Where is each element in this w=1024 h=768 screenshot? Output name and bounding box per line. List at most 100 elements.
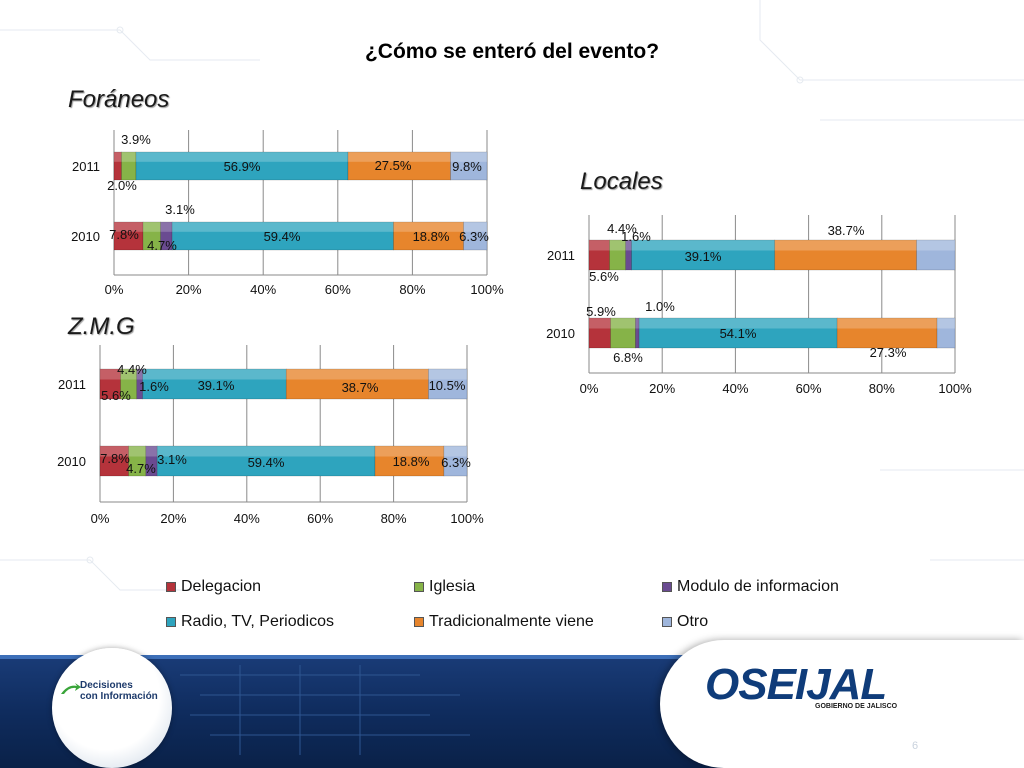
x-tick-label: 40% bbox=[234, 511, 260, 526]
page-title: ¿Cómo se enteró del evento? bbox=[364, 40, 660, 63]
data-label: 3.1% bbox=[157, 452, 187, 467]
legend-item-iglesia: Iglesia bbox=[414, 578, 475, 596]
bar-highlight bbox=[837, 318, 938, 329]
x-tick-label: 60% bbox=[325, 282, 351, 297]
data-label: 1.6% bbox=[621, 229, 651, 244]
data-label: 18.8% bbox=[413, 229, 450, 244]
bar-segment bbox=[347, 151, 451, 181]
x-tick-label: 60% bbox=[307, 511, 333, 526]
bar-highlight bbox=[114, 152, 122, 162]
chart-2: 0% 20% 40% 60% 80% 100% 2011 2010 bbox=[57, 345, 484, 526]
data-label: 38.7% bbox=[828, 223, 865, 238]
bar-segment bbox=[463, 221, 488, 251]
x-tick-label: 40% bbox=[250, 282, 276, 297]
legend-item-radio: Radio, TV, Periodicos bbox=[166, 613, 334, 631]
bar-highlight bbox=[443, 446, 467, 457]
bar-highlight bbox=[639, 318, 838, 329]
x-tick-label: 60% bbox=[796, 381, 822, 396]
bar-highlight bbox=[625, 240, 632, 251]
data-label: 4.4% bbox=[117, 362, 147, 377]
bar-highlight bbox=[374, 446, 444, 457]
data-label: 27.3% bbox=[870, 345, 907, 360]
bar-highlight bbox=[609, 240, 626, 251]
bar-highlight bbox=[120, 369, 137, 380]
legend-label: Delegacion bbox=[181, 578, 262, 595]
bar-highlight bbox=[100, 369, 121, 380]
bar-segment bbox=[142, 368, 287, 400]
bar-segment bbox=[128, 445, 147, 477]
legend-item-delegacion: Delegacion bbox=[166, 578, 261, 596]
bar-segment bbox=[610, 317, 636, 349]
x-tick-label: 20% bbox=[160, 511, 186, 526]
bar-highlight bbox=[172, 222, 394, 232]
data-label: 5.9% bbox=[586, 304, 616, 319]
x-tick-label: 40% bbox=[722, 381, 748, 396]
bar-highlight bbox=[631, 240, 775, 251]
category-label: 2010 bbox=[57, 454, 86, 469]
seijal-logo-panel bbox=[660, 640, 1024, 768]
legend-swatch-tradicional bbox=[414, 617, 424, 627]
category-label: 2011 bbox=[547, 248, 575, 263]
category-label: 2011 bbox=[72, 159, 100, 174]
data-label: 39.1% bbox=[198, 378, 235, 393]
data-label: 4.7% bbox=[147, 238, 177, 253]
decisiones-logo-text: Decisiones con Información bbox=[80, 680, 158, 702]
bar-highlight bbox=[610, 318, 636, 329]
x-tick-label: 0% bbox=[105, 282, 124, 297]
legend-label: Otro bbox=[677, 613, 709, 630]
bar-segment bbox=[135, 151, 349, 181]
bar-highlight bbox=[589, 240, 610, 251]
data-label: 3.1% bbox=[165, 202, 195, 217]
bar-segment bbox=[774, 239, 917, 271]
bar-highlight bbox=[450, 152, 487, 162]
bar-highlight bbox=[100, 446, 129, 457]
data-label: 1.0% bbox=[645, 299, 675, 314]
bar-highlight bbox=[143, 222, 161, 232]
page-number: 6 bbox=[912, 740, 919, 752]
seijal-logo-subtitle: GOBIERNO DE JALISCO bbox=[815, 703, 898, 710]
chart-title-locales: Locales bbox=[580, 168, 663, 195]
legend-swatch-iglesia bbox=[414, 582, 424, 592]
data-label: 27.5% bbox=[375, 158, 412, 173]
bar-segment bbox=[638, 317, 838, 349]
legend-item-otro: Otro bbox=[662, 613, 708, 631]
legend-swatch-radio bbox=[166, 617, 176, 627]
x-tick-label: 80% bbox=[381, 511, 407, 526]
data-label: 18.8% bbox=[393, 454, 430, 469]
x-tick-label: 80% bbox=[869, 381, 895, 396]
bar-highlight bbox=[142, 369, 287, 380]
bar-highlight bbox=[145, 446, 158, 457]
bar-segment bbox=[171, 221, 394, 251]
bar-highlight bbox=[463, 222, 487, 232]
bar-segment bbox=[635, 317, 640, 349]
seijal-logo: OSEIJAL bbox=[705, 660, 887, 709]
bar-segment bbox=[916, 239, 956, 271]
data-label: 59.4% bbox=[248, 455, 285, 470]
data-label: 6.3% bbox=[459, 229, 489, 244]
bar-segment bbox=[374, 445, 445, 477]
bar-highlight bbox=[121, 152, 136, 162]
bar-highlight bbox=[286, 369, 429, 380]
legend-swatch-modulo bbox=[662, 582, 672, 592]
data-label: 38.7% bbox=[342, 380, 379, 395]
bar-highlight bbox=[774, 240, 917, 251]
x-tick-label: 0% bbox=[91, 511, 110, 526]
data-label: 2.0% bbox=[107, 178, 137, 193]
data-label: 6.3% bbox=[441, 455, 471, 470]
arrow-logo-icon bbox=[61, 683, 81, 694]
legend-item-modulo: Modulo de informacion bbox=[662, 578, 839, 596]
bar-highlight bbox=[136, 369, 143, 380]
bar-segment bbox=[113, 221, 144, 251]
data-label: 7.8% bbox=[100, 451, 130, 466]
bar-highlight bbox=[128, 446, 146, 457]
x-tick-label: 80% bbox=[399, 282, 425, 297]
chart-legend: Delegacion Iglesia Modulo de informacion… bbox=[166, 578, 886, 638]
legend-swatch-delegacion bbox=[166, 582, 176, 592]
x-tick-label: 0% bbox=[580, 381, 599, 396]
bar-highlight bbox=[160, 222, 173, 232]
data-label: 4.7% bbox=[126, 461, 156, 476]
bar-highlight bbox=[589, 318, 611, 329]
bar-segment bbox=[428, 368, 468, 400]
